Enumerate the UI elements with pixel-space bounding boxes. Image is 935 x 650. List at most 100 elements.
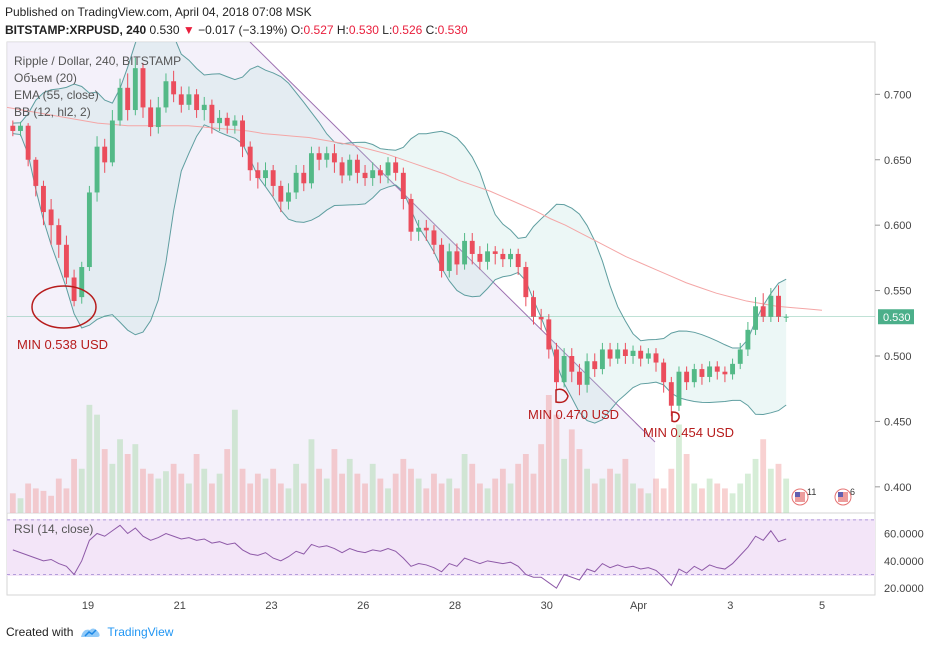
x-tick-label: 21 (174, 600, 186, 612)
rsi-layer: 60.0000 40.0000 20.0000 (7, 519, 924, 595)
candle-body (370, 170, 376, 179)
rsi-tick-label: 20.0000 (884, 583, 924, 595)
volume-bar (170, 463, 177, 513)
volume-bar (140, 468, 146, 513)
candle-body (163, 81, 169, 108)
volume-bar (48, 495, 55, 513)
candle-body (416, 227, 422, 232)
volume-bar (377, 478, 384, 513)
candle-body (737, 349, 743, 364)
volume-bar (186, 483, 192, 513)
symbol-label: BITSTAMP:XRPUSD, 240 (5, 23, 147, 37)
candle-body (201, 104, 207, 111)
low-value: 0.526 (392, 23, 423, 37)
bollinger-fill (12, 42, 787, 424)
candle-body (25, 125, 31, 160)
last-price-tag-label: 0.530 (883, 312, 911, 324)
volume-bar (331, 449, 338, 513)
volume-bar (40, 490, 47, 513)
last-price-tag (878, 309, 914, 325)
candle-body (492, 251, 498, 254)
volume-bar (783, 478, 790, 513)
volume-bar (163, 471, 169, 513)
candle-body (286, 192, 291, 202)
volume-bar (124, 454, 131, 513)
candle-body (676, 371, 682, 406)
candle-body (622, 349, 628, 356)
volume-bar (224, 449, 231, 513)
candle-body (209, 104, 215, 124)
candle-body (722, 371, 728, 375)
volume-bar (323, 478, 330, 513)
volume-bar (614, 473, 621, 513)
x-tick-label: 30 (541, 600, 553, 612)
legend-title: Ripple / Dollar, 240, BITSTAMP (14, 54, 181, 68)
candle-layer (10, 57, 789, 417)
candle-body (584, 361, 590, 385)
volume-bar (147, 473, 154, 513)
volume-bar (308, 439, 315, 513)
volume-bar (132, 444, 139, 513)
ema-line (7, 106, 823, 311)
volume-bar (109, 463, 116, 513)
tradingview-logo-icon[interactable] (79, 625, 101, 639)
volume-bar (63, 488, 70, 513)
candle-body (316, 153, 322, 160)
volume-bar (316, 468, 323, 513)
x-tick-label: 3 (727, 600, 733, 612)
volume-bar (339, 473, 345, 513)
candle-body (745, 329, 751, 350)
volume-bar (32, 488, 39, 513)
candle-body (247, 146, 253, 171)
candle-body (86, 192, 92, 268)
volume-bar (117, 439, 123, 513)
y-tick-label: 0.450 (884, 416, 912, 428)
volume-bar (499, 468, 506, 513)
volume-bar (231, 409, 238, 513)
candle-body (278, 185, 284, 202)
legend-bb: BB (12, hl2, 2) (14, 105, 91, 119)
candle-body (132, 68, 138, 111)
volume-bar (239, 468, 246, 513)
us-flag-icon[interactable] (791, 488, 809, 506)
y-tick-label: 0.500 (884, 351, 912, 363)
price-chart[interactable]: 0.700 0.650 0.600 0.550 0.500 0.450 0.400 19 21… (0, 0, 935, 620)
bollinger-layer (12, 42, 787, 424)
volume-bar (737, 483, 744, 513)
candle-body (546, 319, 552, 350)
candle-body (462, 240, 468, 265)
candle-body (186, 94, 192, 105)
volume-bar (55, 478, 62, 513)
volume-bar (699, 488, 705, 513)
volume-bar (293, 463, 300, 513)
volume-bar (507, 483, 514, 513)
tradingview-link[interactable]: TradingView (107, 625, 174, 639)
volume-bar (101, 449, 108, 513)
volume-bar (461, 454, 468, 513)
volume-bar (369, 463, 376, 513)
candle-body (18, 125, 23, 131)
volume-bar (568, 429, 575, 513)
ema-layer (7, 106, 823, 311)
candle-body (79, 267, 85, 298)
volume-bar (476, 483, 483, 513)
volume-bar (637, 488, 644, 513)
candle-body (140, 68, 146, 108)
rsi-band (7, 519, 875, 576)
candle-body (293, 172, 299, 193)
us-flag-icon[interactable] (834, 488, 852, 506)
bollinger-upper (12, 42, 787, 349)
candle-body (125, 87, 131, 111)
volume-bar (722, 488, 728, 513)
candle-body (576, 371, 582, 385)
candle-body (554, 349, 559, 383)
volume-bar (706, 478, 713, 513)
change-value: −0.017 (−3.19%) (198, 23, 288, 37)
candle-body (630, 350, 636, 356)
min-circle-3 (671, 411, 680, 423)
candle-body (171, 81, 177, 95)
candle-body (446, 251, 452, 271)
volume-bar (431, 473, 437, 513)
volume-bar (201, 468, 208, 513)
candle-body (768, 295, 774, 317)
